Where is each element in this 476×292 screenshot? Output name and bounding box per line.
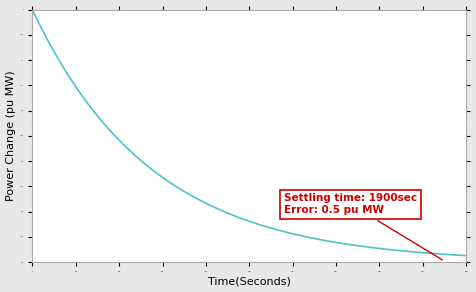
X-axis label: Time(Seconds): Time(Seconds) — [208, 277, 291, 286]
Text: Settling time: 1900sec
Error: 0.5 pu MW: Settling time: 1900sec Error: 0.5 pu MW — [284, 193, 442, 260]
Y-axis label: Power Change (pu MW): Power Change (pu MW) — [6, 71, 16, 201]
